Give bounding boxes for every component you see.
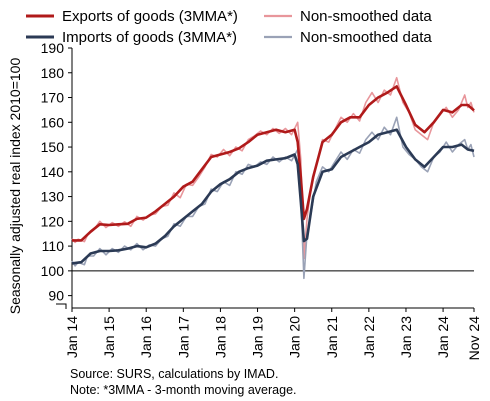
y-tick-label: 160 (41, 114, 65, 130)
x-tick-label: Jan 15 (101, 316, 117, 358)
source-text: Source: SURS, calculations by IMAD. (70, 367, 279, 381)
y-tick-label: 90 (48, 288, 64, 304)
y-tick-label: 150 (41, 139, 65, 155)
note-text: Note: *3MMA - 3-month moving average. (70, 383, 297, 397)
axis-break-marker (56, 303, 67, 309)
x-tick-label: Jan 18 (212, 316, 228, 358)
series-line-exports-3mma (72, 85, 475, 242)
y-axis-title: Seasonally adjusted real index 2010=100 (7, 58, 23, 315)
y-tick-label: 100 (41, 263, 65, 279)
series-line-imports-raw (71, 116, 475, 280)
x-tick-label: Jan 16 (138, 316, 154, 358)
x-tick-label: Jan 19 (250, 316, 266, 358)
x-tick-label: Jan 22 (361, 316, 377, 358)
y-tick-label: 180 (41, 65, 65, 81)
x-tick-label: Jan 14 (64, 316, 80, 358)
x-tick-label: Jan 24 (435, 316, 451, 358)
x-tick-label: Jan 21 (324, 316, 340, 358)
y-tick-label: 190 (41, 40, 65, 56)
y-tick-label: 110 (42, 238, 65, 254)
x-tick-label: Jan 20 (287, 316, 303, 358)
series-line-imports-3mma (71, 128, 475, 265)
legend-label: Exports of goods (3MMA*) (62, 8, 238, 25)
y-tick-label: 140 (41, 164, 65, 180)
x-tick-label: Jan 17 (175, 316, 191, 358)
x-tick-label: Jan 23 (398, 316, 414, 358)
y-tick-label: 120 (41, 213, 65, 229)
y-tick-label: 130 (41, 189, 65, 205)
x-tick-label: Nov 24 (466, 316, 482, 361)
legend-label: Imports of goods (3MMA*) (62, 29, 237, 46)
legend-label: Non-smoothed data (300, 8, 432, 25)
legend-label: Non-smoothed data (300, 29, 432, 46)
series-line-exports-raw (71, 76, 475, 260)
y-tick-label: 170 (41, 90, 65, 106)
